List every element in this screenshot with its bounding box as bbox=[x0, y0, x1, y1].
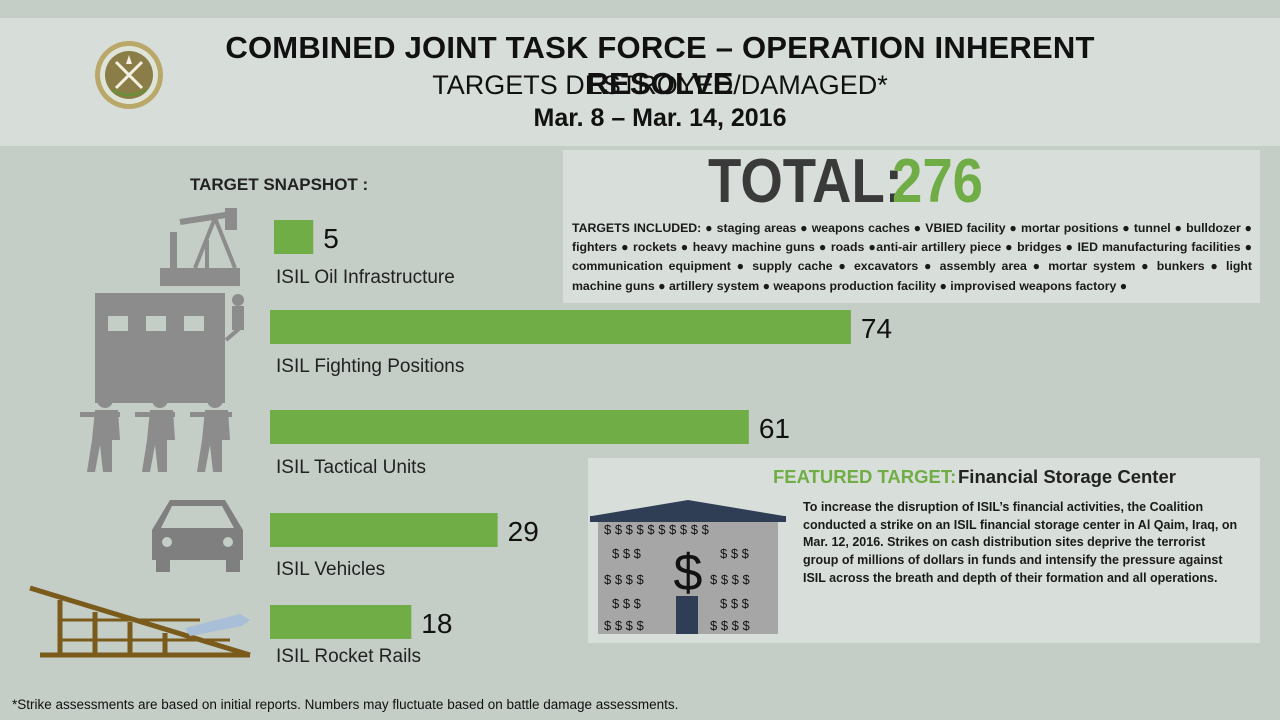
footnote: *Strike assessments are based on initial… bbox=[12, 697, 679, 712]
bar-isil-oil-infrastructure bbox=[274, 220, 314, 254]
svg-text:$ $ $: $ $ $ bbox=[720, 546, 750, 561]
page-title: COMBINED JOINT TASK FORCE – OPERATION IN… bbox=[225, 30, 1095, 101]
bar-isil-rocket-rails bbox=[270, 605, 412, 639]
soldiers-icon bbox=[80, 392, 232, 472]
featured-target-heading: FEATURED TARGET: bbox=[773, 466, 957, 487]
svg-text:$ $ $ $ $ $ $ $ $ $: $ $ $ $ $ $ $ $ $ $ bbox=[604, 522, 710, 537]
svg-text:$ $ $ $: $ $ $ $ bbox=[710, 618, 751, 633]
total-panel bbox=[563, 150, 1260, 303]
bar-value-label: 18 bbox=[421, 608, 452, 639]
featured-target-name: Financial Storage Center bbox=[958, 466, 1176, 487]
svg-text:$ $ $: $ $ $ bbox=[612, 546, 642, 561]
svg-text:$: $ bbox=[674, 544, 703, 602]
category-label: ISIL Fighting Positions bbox=[276, 356, 464, 377]
car-icon bbox=[152, 500, 243, 572]
bank-dollar-icon: $ $ $ $ $ $ $ $ $ $ $ $ $ $ $ $ $ $ $ $ $… bbox=[590, 500, 786, 634]
oil-pump-icon bbox=[160, 208, 240, 286]
bar-value-label: 29 bbox=[508, 516, 539, 547]
svg-text:$ $ $ $: $ $ $ $ bbox=[604, 618, 645, 633]
header-band bbox=[0, 18, 1280, 146]
svg-text:$ $ $: $ $ $ bbox=[720, 596, 750, 611]
total-value: 276 bbox=[892, 147, 984, 216]
bar-isil-tactical-units bbox=[270, 410, 749, 444]
cjtf-seal-icon bbox=[95, 41, 163, 109]
bar-value-label: 74 bbox=[861, 313, 892, 344]
bar-isil-fighting-positions bbox=[270, 310, 851, 344]
target-snapshot-label: TARGET SNAPSHOT : bbox=[190, 175, 369, 194]
rocket-rail-icon bbox=[29, 585, 251, 658]
targets-included-text: TARGETS INCLUDED: ● staging areas ● weap… bbox=[572, 221, 1252, 293]
category-label: ISIL Oil Infrastructure bbox=[276, 267, 455, 288]
bar-isil-vehicles bbox=[270, 513, 498, 547]
date-range: Mar. 8 – Mar. 14, 2016 bbox=[533, 104, 787, 132]
page-subtitle: TARGETS DESTROYED/DAMAGED* bbox=[432, 70, 888, 100]
svg-text:$ $ $: $ $ $ bbox=[612, 596, 642, 611]
bar-value-label: 61 bbox=[759, 413, 790, 444]
bar-value-label: 5 bbox=[323, 223, 339, 254]
category-label: ISIL Vehicles bbox=[276, 559, 385, 580]
svg-text:$ $ $ $: $ $ $ $ bbox=[604, 572, 645, 587]
category-label: ISIL Rocket Rails bbox=[276, 646, 421, 667]
building-sniper-icon bbox=[95, 293, 244, 403]
total-label: TOTAL: bbox=[708, 147, 903, 216]
featured-target-description: To increase the disruption of ISIL’s fin… bbox=[803, 500, 1238, 585]
category-label: ISIL Tactical Units bbox=[276, 457, 426, 478]
svg-text:$ $ $ $: $ $ $ $ bbox=[710, 572, 751, 587]
